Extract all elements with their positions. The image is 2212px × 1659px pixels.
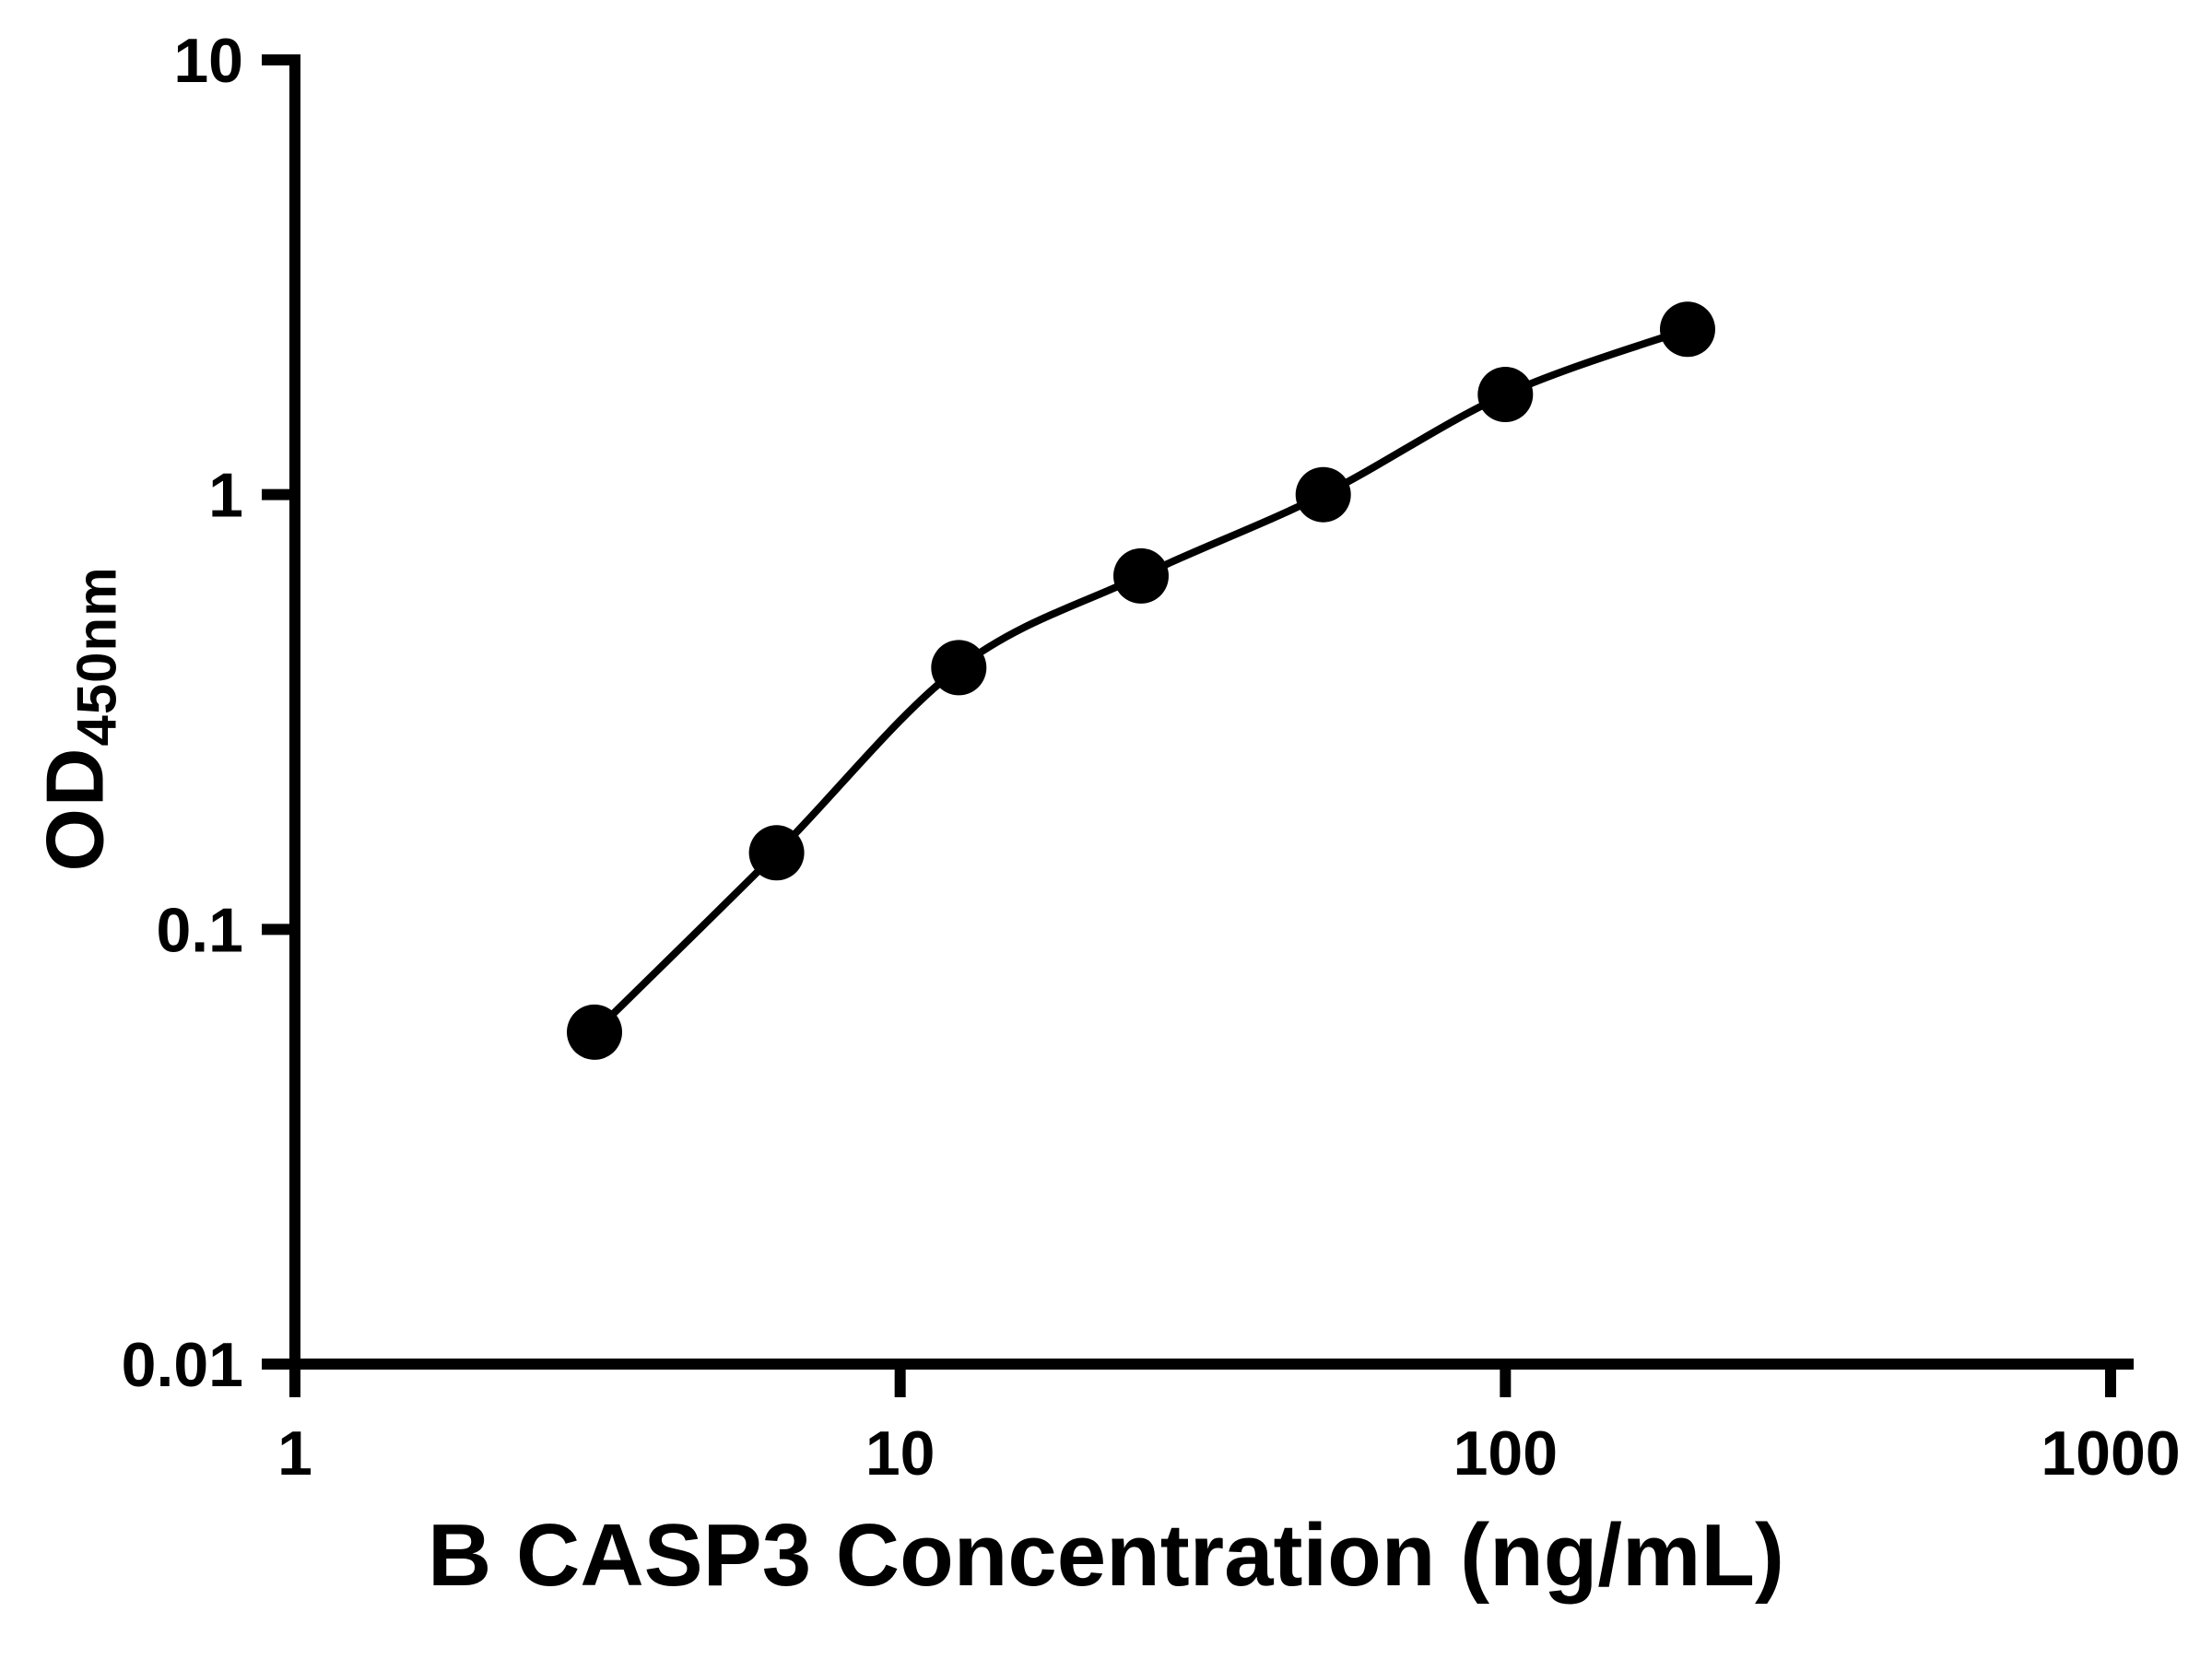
fit-curve <box>591 325 1691 1036</box>
y-tick-label: 10 <box>173 26 243 96</box>
y-tick-label: 1 <box>208 461 243 531</box>
x-tick-label: 100 <box>1453 1418 1558 1488</box>
x-axis-title: B CASP3 Concentration (ng/mL) <box>427 1506 1785 1605</box>
data-point <box>1660 301 1715 358</box>
data-point <box>1295 466 1351 523</box>
x-tick-label: 1000 <box>2041 1418 2180 1488</box>
data-point <box>567 1004 622 1060</box>
y-axis-title-sub: 450nm <box>65 566 128 747</box>
y-tick-label: 0.1 <box>156 895 243 965</box>
data-points <box>567 301 1715 1060</box>
x-tick-label: 1 <box>277 1418 312 1488</box>
x-tick-label: 10 <box>865 1418 935 1488</box>
data-point <box>931 640 987 696</box>
data-point <box>1477 367 1534 422</box>
y-tick-label: 0.01 <box>122 1330 243 1400</box>
data-point <box>1113 547 1169 604</box>
fit-curve-path <box>591 325 1691 1036</box>
axes <box>262 54 2134 1397</box>
y-axis-title: OD450nm <box>29 566 129 871</box>
y-axis-title-main: OD <box>29 746 121 872</box>
data-point <box>748 825 805 881</box>
tick-labels: 1 10 100 1000 0.01 0.1 1 10 <box>122 26 2181 1488</box>
